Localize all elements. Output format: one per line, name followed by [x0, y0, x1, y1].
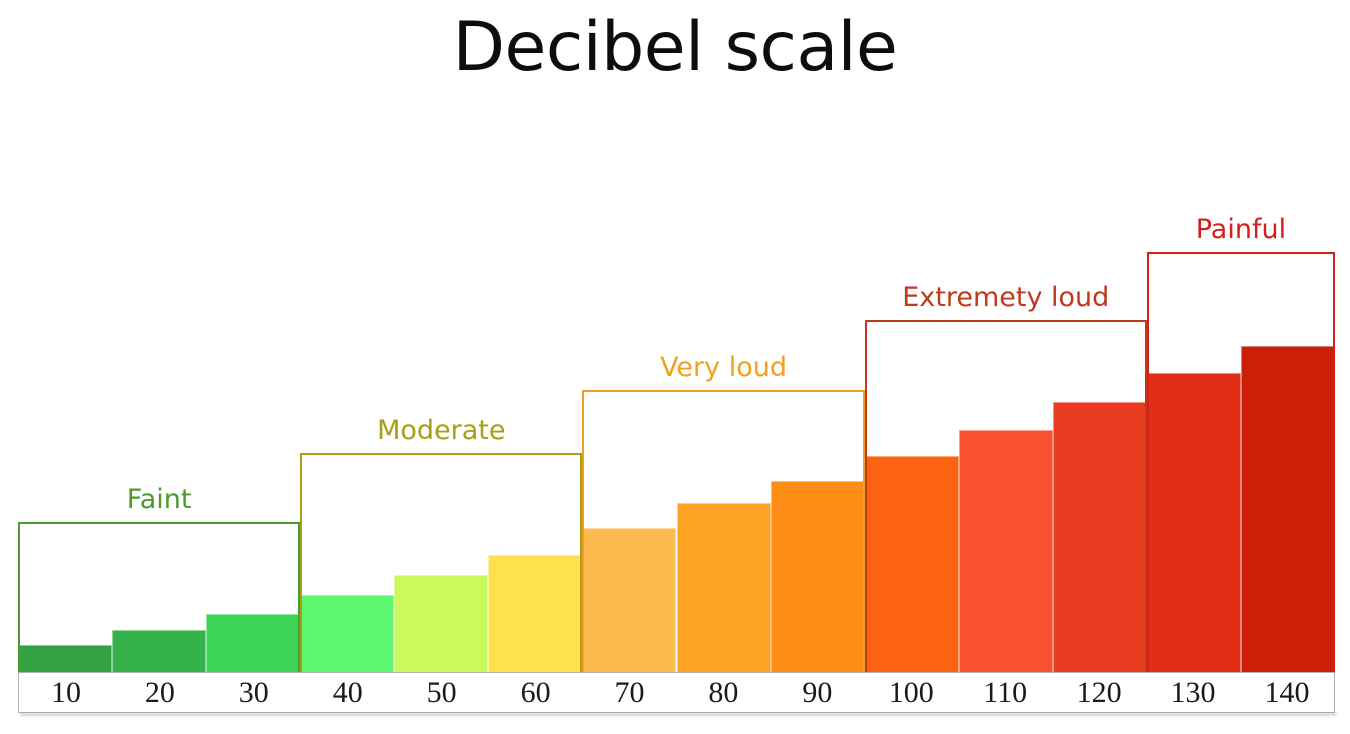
- axis-shadow: [20, 713, 1337, 716]
- plot-area: Faint Moderate Very loud Extremety loud Pain…: [18, 216, 1335, 672]
- bar-70: [582, 528, 677, 672]
- axis-tick-20: 20: [144, 675, 175, 709]
- axis-tick-50: 50: [426, 675, 457, 709]
- axis-tick-70: 70: [614, 675, 645, 709]
- bar-80: [676, 503, 771, 672]
- bar-20: [112, 630, 207, 672]
- bar-90: [770, 481, 865, 672]
- axis-tick-30: 30: [238, 675, 269, 709]
- axis-tick-60: 60: [520, 675, 551, 709]
- axis-tick-40: 40: [332, 675, 363, 709]
- category-label-extremety-loud: Extremety loud: [902, 282, 1110, 313]
- bar-140: [1240, 346, 1335, 672]
- category-label-very-loud: Very loud: [660, 352, 787, 383]
- axis-tick-110: 110: [983, 675, 1028, 709]
- axis-tick-120: 120: [1076, 675, 1122, 709]
- axis-tick-10: 10: [50, 675, 81, 709]
- axis-tick-80: 80: [708, 675, 739, 709]
- bar-100: [864, 456, 959, 672]
- category-label-moderate: Moderate: [377, 415, 506, 446]
- bar-40: [300, 595, 395, 672]
- x-axis: 10 20 30 40 50 60 70 80 90 100 110 120 130 140: [18, 672, 1335, 713]
- axis-tick-90: 90: [802, 675, 833, 709]
- category-label-faint: Faint: [126, 484, 192, 515]
- bar-130: [1146, 373, 1241, 672]
- axis-tick-100: 100: [888, 675, 934, 709]
- page-title: Decibel scale: [452, 8, 898, 87]
- bar-60: [488, 555, 583, 672]
- category-label-painful: Painful: [1195, 214, 1287, 245]
- bar-30: [206, 614, 301, 672]
- bar-50: [394, 575, 489, 672]
- axis-tick-140: 140: [1264, 675, 1310, 709]
- bar-120: [1052, 402, 1147, 672]
- axis-tick-130: 130: [1170, 675, 1216, 709]
- bar-110: [958, 430, 1053, 672]
- bar-10: [18, 645, 113, 672]
